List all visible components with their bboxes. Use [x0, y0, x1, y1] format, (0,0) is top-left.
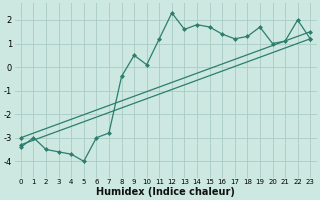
X-axis label: Humidex (Indice chaleur): Humidex (Indice chaleur)	[96, 187, 235, 197]
